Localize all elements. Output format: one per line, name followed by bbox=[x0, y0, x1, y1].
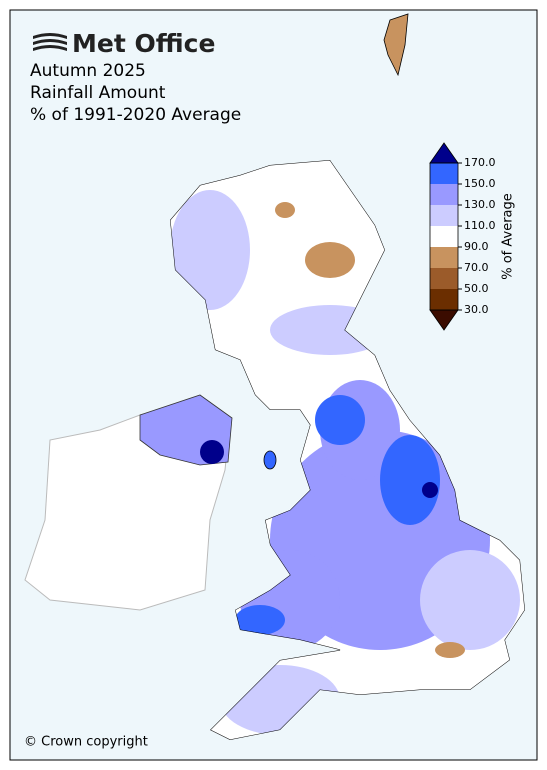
colorbar-bin bbox=[430, 226, 458, 247]
copyright: © Crown copyright bbox=[24, 735, 148, 750]
colorbar-bin bbox=[430, 184, 458, 205]
title-line: % of 1991-2020 Average bbox=[30, 105, 241, 125]
colorbar: 170.0 150.0 130.0 110.0 90.0 70.0 50.0 30.0 % of… bbox=[429, 142, 516, 331]
colorbar-label: % of Average bbox=[501, 193, 516, 280]
colorbar-bin bbox=[430, 289, 458, 310]
isle-of-man bbox=[263, 450, 277, 470]
rain-patch bbox=[200, 440, 224, 464]
logo-text: Met Office bbox=[72, 29, 215, 58]
colorbar-bin bbox=[430, 268, 458, 289]
colorbar-tick-label: 70.0 bbox=[464, 261, 489, 274]
colorbar-bin bbox=[430, 247, 458, 268]
title-line: Rainfall Amount bbox=[30, 83, 166, 103]
colorbar-tick-label: 30.0 bbox=[464, 303, 489, 316]
colorbar-bin bbox=[430, 163, 458, 184]
colorbar-tick-label: 150.0 bbox=[464, 177, 496, 190]
title-line: Autumn 2025 bbox=[30, 61, 146, 81]
colorbar-tick-label: 50.0 bbox=[464, 282, 489, 295]
colorbar-bin bbox=[430, 205, 458, 226]
colorbar-tick-label: 170.0 bbox=[464, 156, 496, 169]
logo-icon bbox=[33, 33, 67, 51]
colorbar-tick-label: 90.0 bbox=[464, 240, 489, 253]
colorbar-outline bbox=[429, 162, 459, 311]
colorbar-tick-label: 130.0 bbox=[464, 198, 496, 211]
colorbar-tick-label: 110.0 bbox=[464, 219, 496, 232]
shetland bbox=[383, 13, 409, 77]
